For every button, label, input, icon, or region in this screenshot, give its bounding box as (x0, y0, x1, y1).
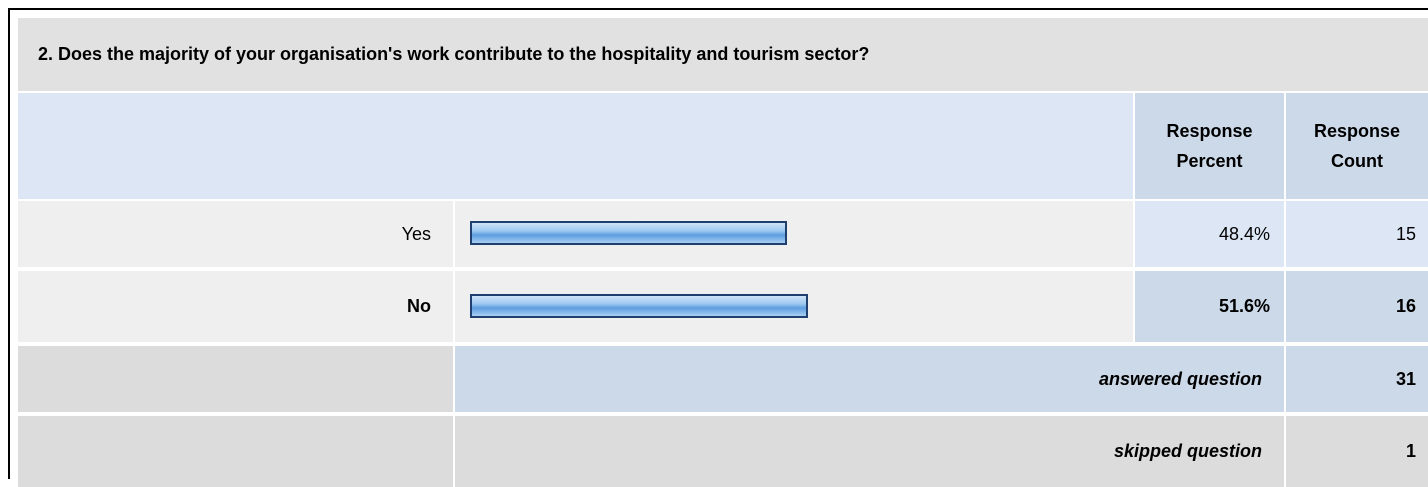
row-label: No (18, 271, 453, 342)
skipped-count: 1 (1286, 416, 1428, 487)
bar-cell (455, 201, 1133, 267)
bar (470, 221, 788, 245)
answered-count: 31 (1286, 346, 1428, 412)
column-header: Response Count (1286, 93, 1428, 199)
summary-blank (18, 346, 453, 412)
answered-label: answered question (455, 346, 1284, 412)
question-title: 2. Does the majority of your organisatio… (18, 18, 1428, 91)
response-percent: 51.6% (1135, 271, 1284, 342)
response-count: 16 (1286, 271, 1428, 342)
response-count: 15 (1286, 201, 1428, 267)
column-header: Response Percent (1135, 93, 1284, 199)
bar-cell (455, 271, 1133, 342)
skipped-label: skipped question (455, 416, 1284, 487)
survey-table: 2. Does the majority of your organisatio… (8, 8, 1428, 487)
summary-blank (18, 416, 453, 487)
response-percent: 48.4% (1135, 201, 1284, 267)
bar (470, 293, 808, 318)
row-label: Yes (18, 201, 453, 267)
header-blank (18, 93, 1133, 199)
